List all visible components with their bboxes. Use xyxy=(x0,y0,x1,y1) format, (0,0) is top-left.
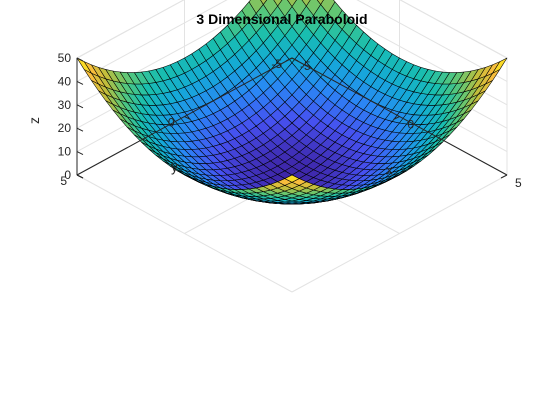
chart-title: 3 Dimensional Paraboloid xyxy=(196,11,367,27)
z-tick-mark xyxy=(77,152,83,155)
x-axis-label: x xyxy=(386,162,393,178)
y-tick-label: -5 xyxy=(271,57,282,71)
z-tick-label: 40 xyxy=(58,74,72,88)
z-axis-label: z xyxy=(26,117,42,124)
y-axis-label: y xyxy=(171,159,178,175)
x-tick-mark xyxy=(501,175,507,178)
z-tick-mark xyxy=(77,81,83,84)
x-tick-label: 5 xyxy=(515,176,522,190)
z-tick-label: 30 xyxy=(58,98,72,112)
z-tick-mark xyxy=(77,105,83,108)
x-tick-label: -5 xyxy=(300,59,311,73)
surface-layer xyxy=(77,0,507,204)
z-tick-label: 20 xyxy=(58,121,72,135)
x-tick-label: 0 xyxy=(408,118,415,132)
y-tick-label: 5 xyxy=(60,174,67,188)
y-tick-mark xyxy=(77,175,83,178)
z-tick-label: 10 xyxy=(58,145,72,159)
y-tick-label: 0 xyxy=(168,116,175,130)
z-tick-label: 50 xyxy=(58,51,72,65)
z-tick-mark xyxy=(77,128,83,131)
